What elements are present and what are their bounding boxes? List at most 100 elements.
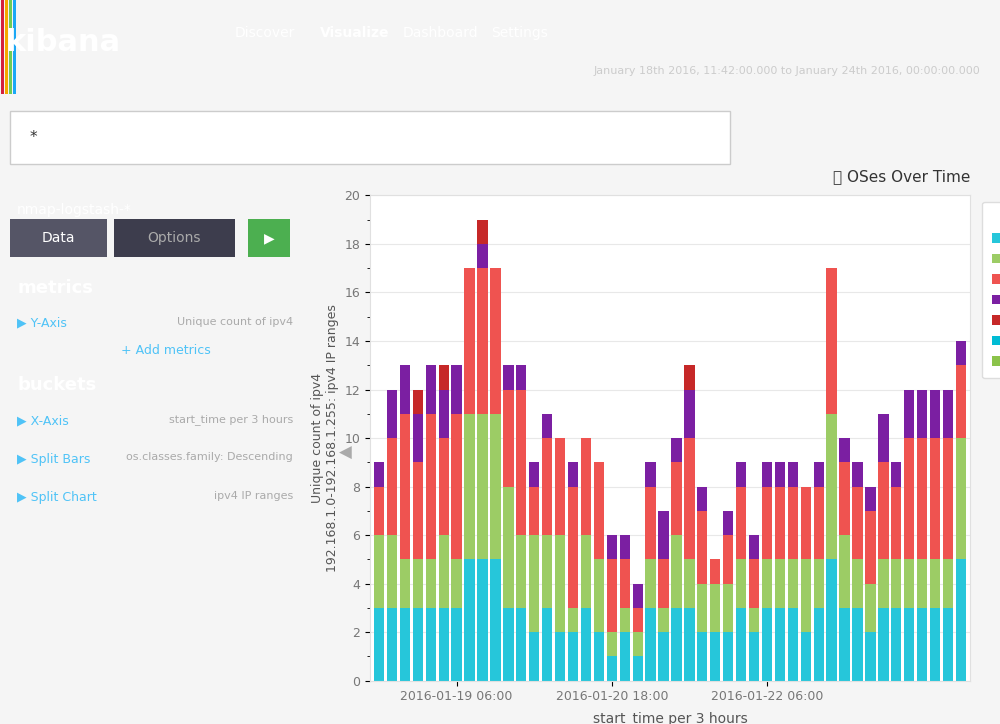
Bar [581,535,591,608]
Bar [387,535,397,608]
Bar [9,0,12,94]
Bar [387,390,397,438]
Bar [904,390,914,438]
Bar [930,608,940,681]
Bar [839,608,850,681]
Bar [645,487,656,559]
Bar [684,438,695,559]
Bar [516,390,526,535]
Bar [248,219,290,257]
Bar [956,365,966,438]
Bar [529,463,539,487]
Text: Unique count of ipv4: Unique count of ipv4 [177,317,293,327]
Bar [762,487,772,559]
Bar [697,584,707,632]
Bar [930,559,940,608]
Bar [658,632,669,681]
Bar [568,463,578,487]
Bar [633,584,643,608]
Bar [710,559,720,584]
Bar [464,413,475,559]
Bar [5,0,8,94]
Bar [684,608,695,681]
Bar [645,463,656,487]
Bar [917,559,927,608]
Bar [943,608,953,681]
Bar [503,365,514,390]
Bar [749,632,759,681]
Bar [658,608,669,632]
Text: ▶: ▶ [264,231,274,245]
Bar [891,608,901,681]
Bar [930,390,940,438]
Bar [956,341,966,365]
Bar [801,632,811,681]
Bar [943,390,953,438]
Bar [477,268,488,413]
Text: os.classes.family: Descending: os.classes.family: Descending [126,452,293,463]
Bar [594,463,604,559]
Bar [865,584,876,632]
Bar [826,559,837,681]
Bar [697,632,707,681]
Text: ▶ Y-Axis: ▶ Y-Axis [17,317,67,329]
Text: kibana: kibana [5,28,120,57]
Bar [633,608,643,632]
Bar [852,463,863,487]
Bar [503,390,514,487]
Bar [516,608,526,681]
Bar [1,0,4,94]
Bar [607,559,617,632]
Bar [684,365,695,390]
Bar [852,608,863,681]
Text: ◀: ◀ [339,444,351,461]
Text: Options: Options [147,231,201,245]
Bar [374,608,384,681]
Bar [749,559,759,608]
Bar [413,608,423,681]
Bar [516,365,526,390]
Bar [439,438,449,535]
Bar [490,413,501,559]
Bar [723,511,733,535]
Bar [464,268,475,413]
Bar [114,219,235,257]
Bar [490,559,501,681]
Bar [943,438,953,559]
Bar [891,463,901,487]
Text: + Add metrics: + Add metrics [121,344,210,357]
Bar [490,268,501,413]
Bar [568,608,578,632]
Bar [775,559,785,608]
Text: ▶ Split Chart: ▶ Split Chart [17,491,97,503]
Text: ▶ X-Axis: ▶ X-Axis [17,414,69,427]
Bar [426,365,436,413]
Bar [645,559,656,608]
Bar [684,559,695,608]
Bar [400,365,410,413]
Bar [555,535,565,632]
Bar [451,365,462,413]
Bar [749,535,759,559]
Bar [542,608,552,681]
Bar [788,487,798,559]
Legend: Mac OS X, iOS, Linux, embedded, Apple TV, iPhone OS, FreeBSD: Mac OS X, iOS, Linux, embedded, Apple TV… [982,202,1000,378]
Bar [374,463,384,487]
Bar [439,390,449,438]
Bar [620,559,630,608]
Bar [878,463,889,559]
Bar [439,365,449,390]
Bar [581,608,591,681]
Bar [852,487,863,559]
Bar [503,487,514,608]
Bar [839,438,850,463]
Bar [878,559,889,608]
Bar [788,463,798,487]
Bar [607,632,617,656]
Bar [426,559,436,608]
Bar [607,656,617,681]
Bar [568,632,578,681]
Bar [10,219,107,257]
Bar [542,413,552,438]
Bar [697,511,707,584]
